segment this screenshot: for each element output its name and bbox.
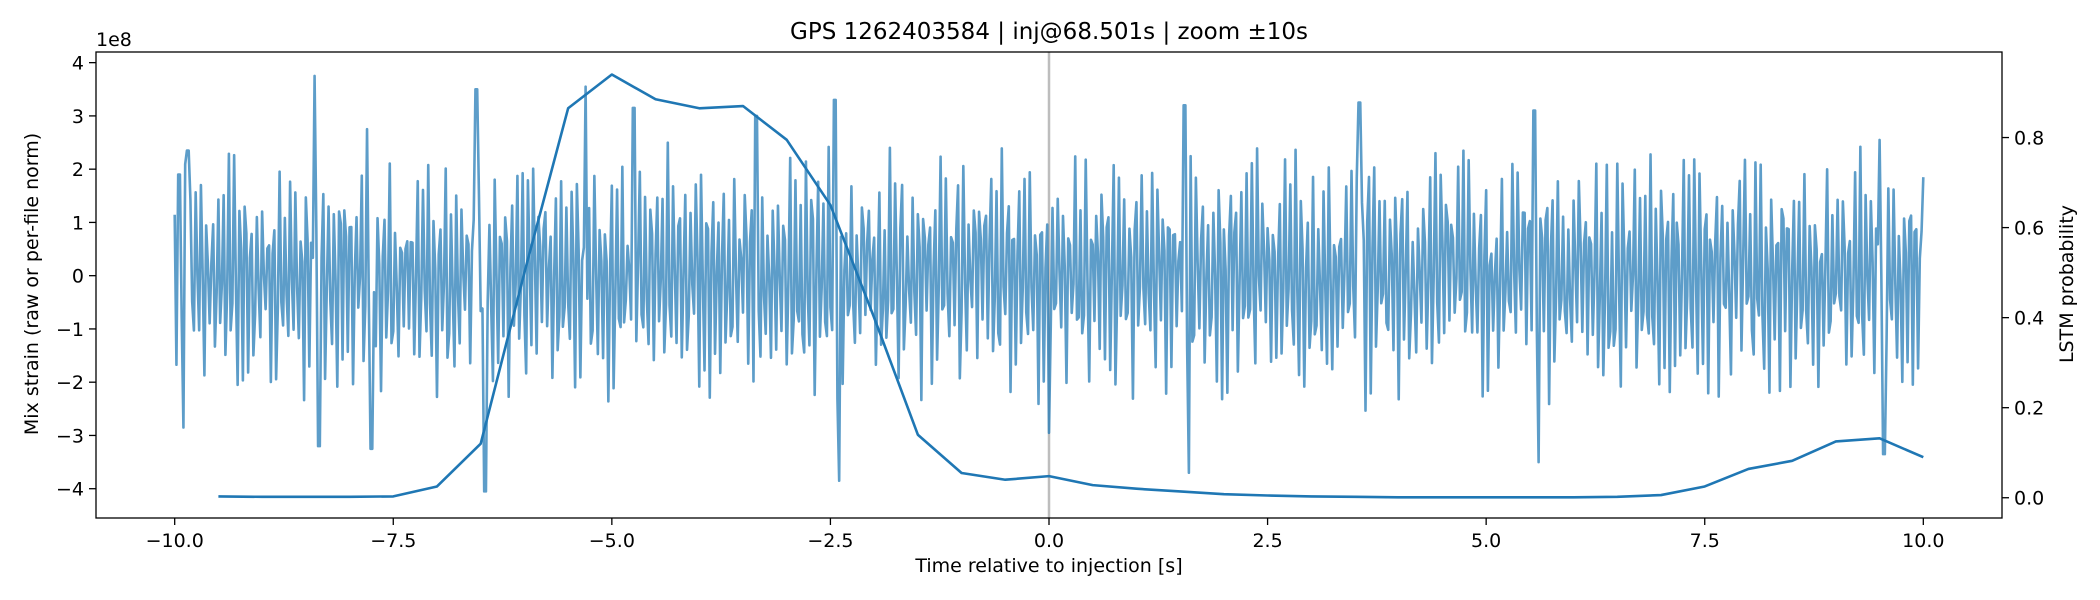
axes-layer: −10.0 −7.5 −5.0 −2.5 0.0 2.5 5.0 7.5 10.0−4−3−2−…	[56, 51, 2044, 552]
strain-series-line	[173, 74, 1925, 493]
y-right-tick-label: 0.8	[2014, 128, 2044, 150]
plot-layer	[173, 52, 1925, 518]
x-axis-title: Time relative to injection [s]	[914, 555, 1182, 577]
y-left-tick-label: 3	[72, 106, 84, 128]
x-tick-label: 7.5	[1690, 530, 1720, 552]
y-left-tick-label: 0	[72, 266, 84, 288]
y-left-tick-label: −1	[56, 319, 84, 341]
y-axis-left-multiplier: 1e8	[96, 29, 132, 51]
x-tick-label: 2.5	[1252, 530, 1282, 552]
x-tick-label: −7.5	[370, 530, 416, 552]
x-tick-label: −10.0	[146, 530, 204, 552]
y-right-tick-label: 0.4	[2014, 308, 2044, 330]
y-right-tick-label: 0.0	[2014, 488, 2044, 510]
y-right-tick-label: 0.6	[2014, 218, 2044, 240]
y-left-tick-label: 4	[72, 53, 84, 75]
x-tick-label: 5.0	[1471, 530, 1501, 552]
y-left-tick-label: 1	[72, 212, 84, 234]
lstm-probability-line	[218, 73, 1924, 499]
y-left-tick-label: 2	[72, 159, 84, 181]
x-tick-label: 0.0	[1034, 530, 1064, 552]
y-left-tick-label: −3	[56, 425, 84, 447]
x-tick-label: −5.0	[589, 530, 635, 552]
x-tick-label: −2.5	[807, 530, 853, 552]
y-right-tick-label: 0.2	[2014, 398, 2044, 420]
y-axis-left-title: Mix strain (raw or per-file norm)	[21, 133, 43, 435]
chart-title: GPS 1262403584 | inj@68.501s | zoom ±10s	[790, 19, 1308, 45]
x-tick-label: 10.0	[1902, 530, 1944, 552]
y-left-tick-label: −2	[56, 372, 84, 394]
y-left-tick-label: −4	[56, 479, 84, 501]
y-axis-right-title: LSTM probability	[2056, 205, 2078, 363]
